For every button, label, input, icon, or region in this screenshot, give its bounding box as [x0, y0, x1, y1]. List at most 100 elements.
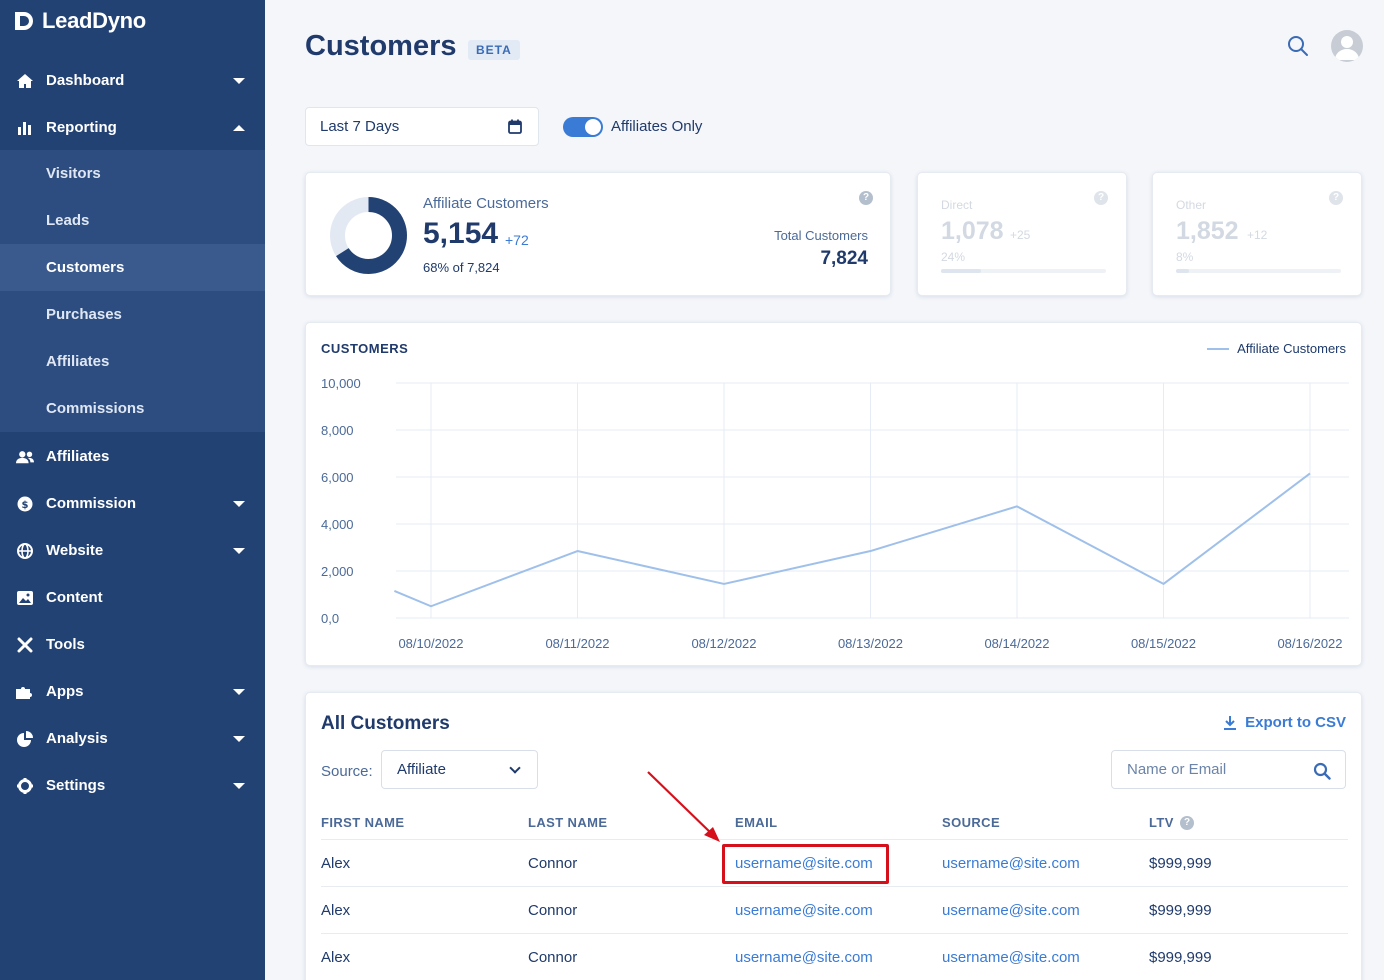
sidebar-item-label: Dashboard — [46, 72, 125, 89]
cell-first-name: Alex — [321, 855, 351, 872]
column-header-email[interactable]: EMAIL — [735, 815, 778, 830]
sidebar-item-dashboard[interactable]: Dashboard — [0, 57, 265, 104]
chevron-down-icon — [233, 782, 245, 789]
other-progress-fill — [1176, 269, 1190, 273]
help-icon[interactable]: ? — [1329, 191, 1343, 205]
source-filter-label: Source: — [321, 763, 373, 780]
affiliates-only-toggle[interactable] — [563, 117, 603, 137]
affiliate-customers-delta: +72 — [505, 232, 529, 248]
date-range-picker[interactable]: Last 7 Days — [305, 107, 539, 146]
direct-percent: 24% — [941, 250, 966, 264]
cell-source-link[interactable]: username@site.com — [942, 949, 1080, 966]
direct-value: 1,078 — [941, 217, 1004, 245]
direct-customers-card: Direct 1,078 +25 24% ? — [917, 172, 1127, 296]
cell-email-link[interactable]: username@site.com — [735, 902, 873, 919]
affiliate-customers-value: 5,154 — [423, 217, 499, 250]
column-header-ltv[interactable]: LTV — [1149, 815, 1174, 830]
globe-icon — [16, 542, 34, 560]
sidebar-item-label: Content — [46, 589, 103, 606]
column-header-first-name[interactable]: FIRST NAME — [321, 815, 405, 830]
page-title: Customers — [305, 30, 457, 62]
sidebar-subitem-purchases[interactable]: Purchases — [0, 291, 265, 338]
home-icon — [16, 72, 34, 90]
source-select-value: Affiliate — [397, 761, 446, 778]
cell-ltv: $999,999 — [1149, 949, 1212, 966]
chart-title: CUSTOMERS — [321, 341, 409, 356]
y-tick-label: 8,000 — [321, 423, 354, 438]
sidebar-item-tools[interactable]: Tools — [0, 621, 265, 668]
column-header-last-name[interactable]: LAST NAME — [528, 815, 608, 830]
sidebar-item-commission[interactable]: $ Commission — [0, 480, 265, 527]
puzzle-icon — [16, 683, 34, 701]
chevron-down-icon — [233, 77, 245, 84]
other-customers-card: Other 1,852 +12 8% ? — [1152, 172, 1362, 296]
other-progress-bar — [1176, 269, 1341, 273]
beta-badge: BETA — [468, 40, 520, 60]
help-icon[interactable]: ? — [1180, 816, 1194, 830]
source-select[interactable]: Affiliate — [381, 750, 538, 789]
other-label: Other — [1176, 198, 1207, 212]
total-customers-value: 7,824 — [820, 248, 868, 269]
sidebar-item-settings[interactable]: Settings — [0, 762, 265, 809]
sidebar-item-label: Analysis — [46, 730, 108, 747]
table-row[interactable]: Alex Connor username@site.com username@s… — [321, 933, 1348, 980]
sidebar-item-label: Commission — [46, 495, 137, 512]
bar-chart-icon — [16, 119, 34, 137]
sidebar-subitem-leads[interactable]: Leads — [0, 197, 265, 244]
sidebar-item-label: Affiliates — [46, 448, 110, 465]
customer-search[interactable] — [1111, 750, 1346, 789]
dollar-circle-icon: $ — [16, 495, 34, 513]
cell-source-link[interactable]: username@site.com — [942, 855, 1080, 872]
y-tick-label: 2,000 — [321, 564, 354, 579]
sidebar-item-content[interactable]: Content — [0, 574, 265, 621]
affiliate-customers-card: Affiliate Customers 5,154 +72 68% of 7,8… — [305, 172, 891, 296]
sidebar-item-website[interactable]: Website — [0, 527, 265, 574]
sidebar-subitem-label: Purchases — [46, 306, 122, 323]
y-tick-label: 10,000 — [321, 376, 361, 391]
cell-first-name: Alex — [321, 949, 351, 966]
table-row[interactable]: Alex Connor username@site.com username@s… — [321, 839, 1348, 886]
export-csv-button[interactable]: Export to CSV — [1223, 714, 1346, 731]
image-icon — [16, 589, 34, 607]
sidebar-item-label: Tools — [46, 636, 85, 653]
sidebar-subitem-affiliates[interactable]: Affiliates — [0, 338, 265, 385]
help-icon[interactable]: ? — [1094, 191, 1108, 205]
cell-first-name: Alex — [321, 902, 351, 919]
cell-last-name: Connor — [528, 902, 578, 919]
sidebar-subitem-label: Customers — [46, 259, 125, 276]
table-row[interactable]: Alex Connor username@site.com username@s… — [321, 886, 1348, 933]
reporting-submenu: Visitors Leads Customers Purchases Affil… — [0, 150, 265, 432]
direct-delta: +25 — [1010, 228, 1031, 242]
cell-ltv: $999,999 — [1149, 855, 1212, 872]
table-title: All Customers — [321, 713, 450, 734]
affiliate-customers-share: 68% of 7,824 — [423, 260, 500, 275]
total-customers-label: Total Customers — [774, 228, 868, 243]
x-tick-label: 08/11/2022 — [545, 636, 609, 651]
search-icon[interactable] — [1313, 762, 1331, 780]
customer-search-input[interactable] — [1127, 761, 1307, 778]
sidebar-item-apps[interactable]: Apps — [0, 668, 265, 715]
sidebar: LeadDyno Dashboard Reporting Visitors Le… — [0, 0, 265, 980]
svg-text:$: $ — [22, 500, 29, 511]
customers-line-chart: 10,000 8,000 6,000 4,000 2,000 0,0 08/10/2022 0… — [321, 376, 1349, 651]
sidebar-item-analysis[interactable]: Analysis — [0, 715, 265, 762]
direct-progress-bar — [941, 269, 1106, 273]
sidebar-item-affiliates[interactable]: Affiliates — [0, 433, 265, 480]
cell-email-link[interactable]: username@site.com — [735, 949, 873, 966]
user-avatar[interactable] — [1331, 30, 1363, 62]
search-icon[interactable] — [1286, 34, 1310, 58]
cell-email-link[interactable]: username@site.com — [735, 855, 873, 872]
x-tick-label: 08/10/2022 — [398, 636, 463, 651]
y-tick-label: 6,000 — [321, 470, 354, 485]
column-header-source[interactable]: SOURCE — [942, 815, 1001, 830]
sidebar-subitem-visitors[interactable]: Visitors — [0, 150, 265, 197]
sidebar-subitem-commissions[interactable]: Commissions — [0, 385, 265, 432]
sidebar-item-reporting[interactable]: Reporting — [0, 104, 265, 151]
affiliate-donut-chart — [330, 197, 407, 274]
affiliates-only-label: Affiliates Only — [611, 118, 703, 135]
sidebar-subitem-label: Commissions — [46, 400, 145, 417]
cell-source-link[interactable]: username@site.com — [942, 902, 1080, 919]
sidebar-subitem-customers[interactable]: Customers — [0, 244, 265, 291]
help-icon[interactable]: ? — [859, 191, 873, 205]
leaddyno-logo[interactable]: LeadDyno — [14, 8, 146, 34]
